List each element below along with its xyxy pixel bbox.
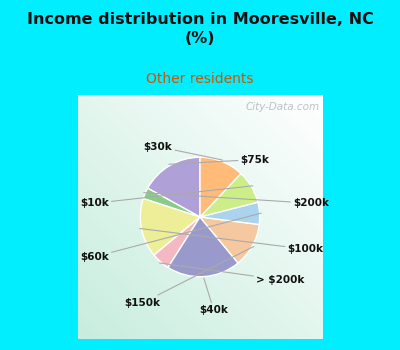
Wedge shape	[140, 198, 200, 255]
Text: $200k: $200k	[144, 193, 329, 208]
Text: $30k: $30k	[144, 141, 222, 160]
Wedge shape	[143, 188, 200, 217]
Wedge shape	[200, 217, 259, 263]
Text: $60k: $60k	[80, 213, 261, 262]
Text: $75k: $75k	[169, 155, 270, 164]
Text: Other residents: Other residents	[146, 72, 254, 86]
Text: $10k: $10k	[80, 186, 253, 208]
Text: Income distribution in Mooresville, NC
(%): Income distribution in Mooresville, NC (…	[26, 12, 374, 46]
Text: $40k: $40k	[199, 278, 228, 315]
Text: City-Data.com: City-Data.com	[246, 102, 320, 112]
Wedge shape	[200, 174, 258, 217]
Wedge shape	[148, 157, 200, 217]
Wedge shape	[168, 217, 238, 277]
Wedge shape	[200, 157, 241, 217]
Text: > $200k: > $200k	[160, 263, 304, 285]
Wedge shape	[154, 217, 200, 267]
Text: $100k: $100k	[140, 229, 324, 254]
Wedge shape	[200, 202, 260, 224]
Text: $150k: $150k	[124, 246, 254, 308]
